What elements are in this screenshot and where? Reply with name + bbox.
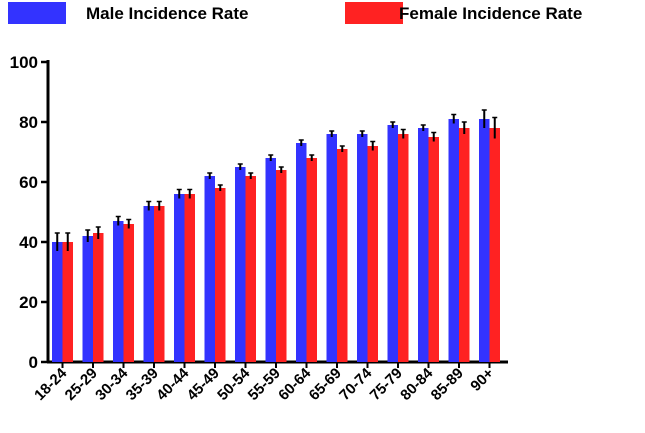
bar-female [123, 224, 134, 362]
y-tick-label: 100 [10, 53, 38, 72]
bar-male [326, 134, 337, 362]
bar-male [235, 167, 246, 362]
x-tick-label: 70-74 [336, 364, 376, 404]
bar-female [459, 128, 470, 362]
x-tick-label: 90+ [467, 365, 497, 395]
y-axis-ticks: 0 20 40 60 80 100 [10, 53, 48, 372]
bar-female [184, 194, 195, 362]
y-tick-label: 0 [29, 353, 38, 372]
y-tick-label: 60 [19, 173, 38, 192]
bar-male [418, 128, 429, 362]
x-tick-label: 30-34 [92, 364, 132, 404]
error-bars [54, 109, 498, 251]
bar-male [82, 236, 93, 362]
y-tick-label: 20 [19, 293, 38, 312]
x-tick-label: 25-29 [62, 365, 101, 404]
bar-male [387, 125, 398, 362]
bar-female [93, 233, 104, 362]
legend-label-male: Male Incidence Rate [86, 4, 249, 23]
bar-female [337, 149, 348, 362]
x-tick-label: 55-59 [245, 365, 284, 404]
y-tick-label: 40 [19, 233, 38, 252]
bar-male [296, 143, 307, 362]
bar-female [154, 206, 165, 362]
bar-male [52, 242, 63, 362]
legend-swatch-female [345, 2, 403, 24]
bar-male [143, 206, 154, 362]
bar-female [428, 137, 439, 362]
bar-female [489, 128, 500, 362]
y-tick-label: 80 [19, 113, 38, 132]
bar-male [357, 134, 368, 362]
bar-female [276, 170, 287, 362]
x-tick-label: 35-39 [123, 365, 162, 404]
x-tick-label: 45-49 [184, 365, 223, 404]
bar-male [479, 119, 490, 362]
legend-label-female: Female Incidence Rate [399, 4, 582, 23]
bar-male [113, 221, 124, 362]
bars [52, 119, 500, 362]
legend: Male Incidence Rate Female Incidence Rat… [8, 2, 582, 24]
x-tick-label: 75-79 [367, 365, 406, 404]
bar-female [215, 188, 226, 362]
x-tick-label: 85-89 [428, 365, 467, 404]
bar-male [448, 119, 459, 362]
x-tick-label: 40-44 [153, 364, 193, 404]
bar-female [306, 158, 317, 362]
x-tick-label: 50-54 [214, 364, 254, 404]
bar-male [204, 176, 215, 362]
x-tick-label: 80-84 [397, 364, 437, 404]
x-axis-ticks: 18-2425-2930-3435-3940-4445-4950-5455-59… [31, 362, 497, 404]
bar-female [62, 242, 73, 362]
bar-female [398, 134, 409, 362]
bar-male [265, 158, 276, 362]
bar-female [245, 176, 256, 362]
legend-swatch-male [8, 2, 66, 24]
x-tick-label: 60-64 [275, 364, 315, 404]
bar-female [367, 146, 378, 362]
bar-male [174, 194, 185, 362]
x-tick-label: 65-69 [306, 365, 345, 404]
